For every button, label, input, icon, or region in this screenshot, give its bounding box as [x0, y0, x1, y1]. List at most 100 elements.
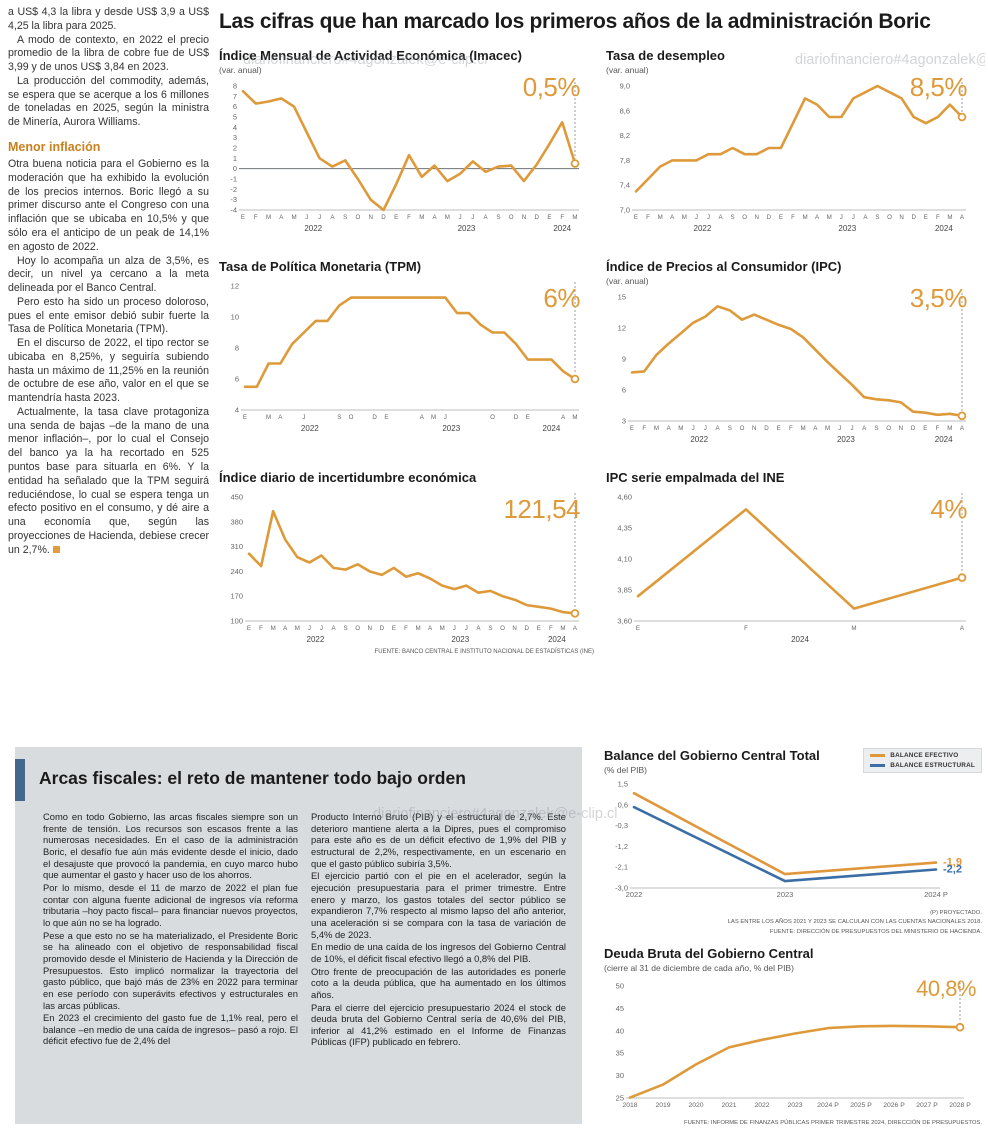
svg-text:M: M: [291, 214, 296, 221]
svg-text:D: D: [514, 414, 519, 421]
intro-paragraphs: a US$ 4,3 la libra y desde US$ 3,9 a US$…: [8, 6, 209, 130]
svg-text:240: 240: [230, 567, 243, 576]
svg-text:2020: 2020: [688, 1102, 703, 1109]
svg-text:-2,1: -2,1: [615, 863, 628, 872]
chart-line: [247, 509, 577, 615]
chart-big-value: 6%: [543, 283, 580, 313]
svg-text:A: A: [420, 414, 425, 421]
paragraph: Pero esto ha sido un proceso doloroso, p…: [8, 295, 209, 336]
svg-text:M: M: [825, 425, 830, 432]
svg-text:M: M: [947, 214, 952, 221]
svg-text:2022: 2022: [694, 224, 712, 233]
paragraph: La producción del commodity, además, se …: [8, 74, 209, 129]
paragraph: En el discurso de 2022, el tipo rector s…: [8, 337, 209, 405]
paragraph: Para el cierre del ejercicio presupuesta…: [311, 1001, 566, 1048]
chart-title: Índice de Precios al Consumidor (IPC): [606, 259, 842, 274]
svg-text:2024 P: 2024 P: [924, 890, 948, 899]
svg-text:380: 380: [230, 517, 243, 526]
svg-text:E: E: [394, 214, 398, 221]
chart-line: [632, 791, 938, 876]
svg-text:S: S: [874, 425, 878, 432]
svg-text:E: E: [547, 214, 551, 221]
chart-big-value: 3,5%: [909, 283, 968, 313]
svg-text:4: 4: [235, 406, 239, 415]
legend-label: BALANCE ESTRUCTURAL: [890, 762, 975, 769]
svg-text:A: A: [278, 414, 283, 421]
svg-text:2023: 2023: [458, 224, 476, 233]
svg-text:2022: 2022: [304, 224, 322, 233]
svg-text:A: A: [718, 214, 723, 221]
svg-text:-3,0: -3,0: [615, 884, 628, 893]
closing-paragraph-text: Actualmente, la tasa clave protagoniza u…: [8, 405, 209, 556]
svg-text:2022: 2022: [307, 635, 325, 644]
chart-title: IPC serie empalmada del INE: [606, 470, 785, 485]
chart-plot: 4,60 4,35 4,10 3,85 3,60 E F M A 2024: [617, 493, 967, 644]
svg-text:-1,9: -1,9: [943, 857, 962, 869]
chart-plot: 9,08,68,27,87,47,0E F M A M J J A S O N D E F M A M J J A S O…: [620, 82, 967, 233]
svg-text:4,35: 4,35: [617, 524, 632, 533]
svg-text:A: A: [960, 214, 965, 221]
paragraph: A modo de contexto, en 2022 el precio pr…: [8, 33, 209, 74]
svg-text:J: J: [305, 214, 308, 221]
paragraph: a US$ 4,3 la libra y desde US$ 3,9 a US$…: [8, 6, 209, 32]
svg-text:S: S: [496, 214, 500, 221]
svg-text:7,0: 7,0: [620, 206, 630, 215]
svg-text:J: J: [320, 625, 323, 632]
chart-big-value: 0,5%: [522, 72, 581, 102]
svg-text:6: 6: [622, 386, 626, 395]
svg-text:J: J: [308, 625, 311, 632]
svg-text:F: F: [254, 214, 258, 221]
chart-desempleo: Tasa de desempleo (var. anual) 8,5% 9,0 8,6 8…: [606, 48, 981, 239]
svg-text:E: E: [537, 625, 541, 632]
svg-text:J: J: [302, 414, 305, 421]
chart-imacec: Índice Mensual de Actividad Económica (I…: [219, 48, 594, 239]
svg-text:O: O: [742, 214, 747, 221]
svg-text:M: M: [658, 214, 663, 221]
svg-text:310: 310: [230, 542, 243, 551]
arcas-column-1: Como en todo Gobierno, las arcas fiscale…: [43, 811, 298, 1049]
subhead-menor-inflacion: Menor inflación: [8, 139, 101, 154]
paragraph: El ejercicio partió con el pie en el ace…: [311, 870, 566, 940]
svg-text:J: J: [695, 214, 698, 221]
svg-text:J: J: [444, 414, 447, 421]
chart-title: Índice diario de incertidumbre económica: [219, 470, 477, 485]
svg-text:J: J: [707, 214, 710, 221]
svg-text:A: A: [573, 625, 578, 632]
svg-text:2028 P: 2028 P: [949, 1102, 971, 1109]
arcas-headline: Arcas fiscales: el reto de mantener todo…: [39, 768, 466, 788]
svg-text:4: 4: [233, 123, 237, 132]
svg-text:F: F: [404, 625, 408, 632]
legend-label: BALANCE EFECTIVO: [890, 752, 959, 759]
chart-footnote: LAS ENTRE LOS AÑOS 2021 Y 2023 SE CALCUL…: [727, 919, 982, 926]
svg-text:A: A: [813, 425, 818, 432]
svg-text:A: A: [283, 625, 288, 632]
chart-title: Índice Mensual de Actividad Económica (I…: [219, 48, 522, 63]
svg-text:M: M: [431, 414, 436, 421]
chart-ipc-empalmada: IPC serie empalmada del INE 4% 4,60 4,35 4,1…: [606, 470, 981, 655]
svg-text:9,0: 9,0: [620, 82, 630, 91]
svg-text:1,5: 1,5: [618, 780, 628, 789]
chart-title: Deuda Bruta del Gobierno Central: [604, 946, 814, 962]
svg-text:15: 15: [618, 293, 626, 302]
svg-text:O: O: [349, 414, 354, 421]
chart-big-value: 40,8%: [916, 976, 976, 1002]
svg-text:0,6: 0,6: [618, 800, 628, 809]
legend-swatch: [870, 764, 886, 767]
paragraph: Pese a que esto no se ha materializado, …: [43, 929, 298, 1011]
svg-text:D: D: [911, 214, 916, 221]
svg-text:S: S: [343, 214, 347, 221]
svg-text:2023: 2023: [787, 1102, 802, 1109]
svg-text:N: N: [368, 625, 372, 632]
svg-text:10: 10: [231, 313, 239, 322]
svg-text:2027 P: 2027 P: [916, 1102, 938, 1109]
svg-text:O: O: [490, 414, 495, 421]
svg-text:9: 9: [622, 355, 626, 364]
svg-text:O: O: [500, 625, 505, 632]
svg-text:40: 40: [616, 1027, 624, 1036]
endpoint-marker: [957, 112, 967, 122]
svg-text:N: N: [752, 425, 756, 432]
svg-text:-1: -1: [230, 175, 237, 184]
chart-line: [243, 296, 577, 389]
endpoint-marker: [957, 573, 967, 582]
svg-text:2024: 2024: [553, 224, 571, 233]
